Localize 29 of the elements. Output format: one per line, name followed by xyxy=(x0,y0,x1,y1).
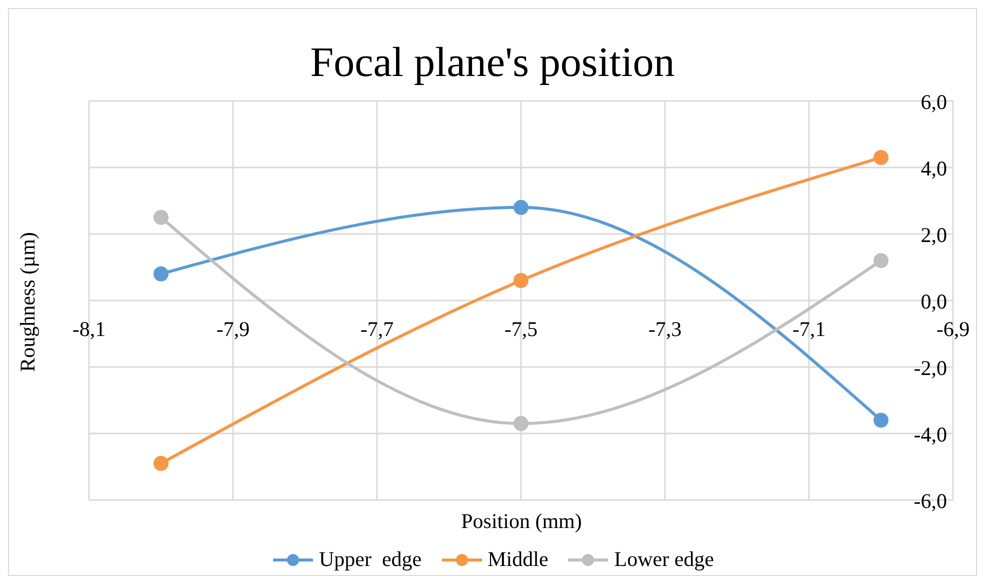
point xyxy=(514,416,528,432)
x-tick-label: -7,7 xyxy=(360,317,394,341)
y-tick-label: 2,0 xyxy=(920,223,947,247)
y-tick-label: 6,0 xyxy=(920,90,947,114)
legend-label: Upper edge xyxy=(318,547,422,572)
legend-label: Middle xyxy=(486,547,548,572)
x-axis-title: Position (mm) xyxy=(461,509,582,533)
point xyxy=(154,210,168,225)
point xyxy=(154,456,168,471)
x-tick-label: -7,3 xyxy=(648,317,682,341)
point xyxy=(874,150,888,166)
x-tick-label: -6,9 xyxy=(936,317,970,341)
point xyxy=(514,273,528,288)
x-tick-label: -7,1 xyxy=(792,317,826,341)
x-tick-label: -8,1 xyxy=(72,317,106,341)
legend-label: Lower edge xyxy=(613,547,714,572)
point xyxy=(154,266,168,282)
point xyxy=(874,253,888,268)
y-tick-label: -6,0 xyxy=(914,489,947,513)
y-axis-title: Roughness (µm) xyxy=(16,232,40,372)
y-tick-label: -4,0 xyxy=(914,422,947,446)
y-tick-label: 4,0 xyxy=(920,156,947,180)
y-tick-label: -2,0 xyxy=(914,356,947,380)
x-tick-label: -7,9 xyxy=(216,317,250,341)
x-tick-label: -7,5 xyxy=(504,317,538,341)
chart-title: Focal plane's position xyxy=(309,39,676,87)
point xyxy=(874,412,888,428)
point xyxy=(514,200,528,215)
y-tick-label: 0,0 xyxy=(920,290,947,314)
